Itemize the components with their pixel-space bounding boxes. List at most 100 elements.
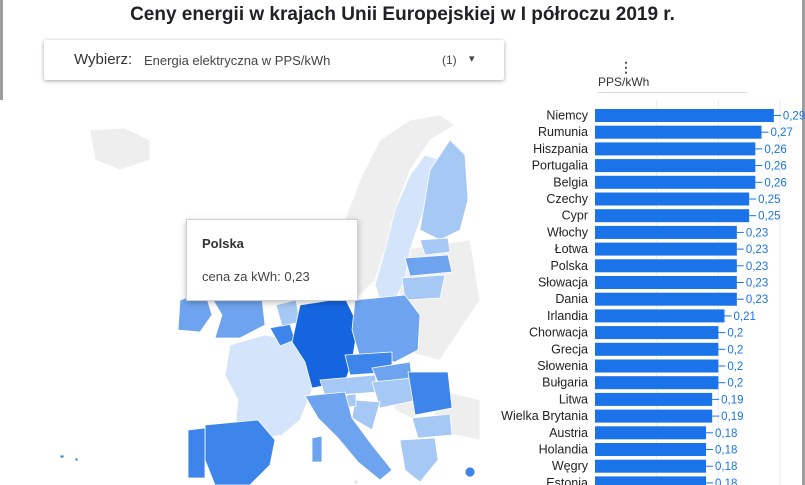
chart-bar[interactable] [595,209,750,223]
map-country-poland [351,294,421,363]
chart-category-label: Cypr [562,209,588,223]
chart-category-label: Austria [549,426,588,440]
chart-value-label: 0,23 [746,227,768,239]
dropdown-label: Wybierz: [74,51,133,68]
chart-value-label: 0,23 [746,244,768,256]
chart-value-label: 0,18 [715,428,737,440]
chart-value-label: 0,26 [764,177,786,189]
chart-category-label: Chorwacja [529,326,588,340]
chart-category-label: Estonia [546,476,588,485]
map-country-lithuania [401,274,446,301]
dropdown-selected-value: Energia elektryczna w PPS/kWh [144,53,331,68]
chart-value-label: 0,26 [764,161,786,173]
window-edge-right [802,0,805,485]
chart-bar[interactable] [595,476,706,485]
chart-value-label: 0,2 [727,378,743,390]
chart-bar[interactable] [595,159,756,173]
chart-category-label: Polska [550,259,588,273]
chart-category-label: Łotwa [555,242,588,256]
dropdown-selected-count: (1) [442,53,457,67]
chart-bar[interactable] [595,326,719,340]
map-country-spain [204,419,276,485]
chart-category-label: Czechy [546,192,588,206]
map-country-italy-sardinia [311,435,323,463]
chart-value-label: 0,19 [721,394,743,406]
chart-value-label: 0,2 [727,328,743,340]
map-country-finland [419,139,469,241]
chart-category-label: Belgia [553,175,588,189]
more-options-icon[interactable]: ⋮ [619,59,633,75]
bar-chart: Niemcy 0,29 Rumunia 0,27 Hiszpania 0,26 Portug… [501,100,805,485]
chart-value-label: 0,26 [764,144,786,156]
chart-category-label: Irlandia [547,309,588,323]
chart-value-label: 0,27 [771,127,793,139]
chart-bars: Niemcy 0,29 Rumunia 0,27 Hiszpania 0,26 Portug… [501,109,805,485]
chart-bar[interactable] [595,142,756,156]
page-title: Ceny energii w krajach Unii Europejskiej… [130,4,675,25]
chart-bar[interactable] [595,376,719,390]
chart-bar[interactable] [595,309,725,323]
chart-value-label: 0,18 [715,461,737,473]
chart-bar[interactable] [595,443,706,456]
chart-bar[interactable] [595,426,706,440]
chart-unit-label: PPS/kWh [598,75,650,89]
map-country-croatia [351,399,381,431]
map-region-azores [74,457,79,462]
chart-category-label: Dania [555,292,588,306]
map-country-portugal [187,427,206,479]
map-country-romania [407,371,453,416]
chart-category-label: Bułgaria [542,376,588,390]
chart-bar[interactable] [595,225,737,239]
chart-category-label: Rumunia [538,125,588,139]
map-country-greece [399,437,439,483]
map-country-italy [304,391,393,481]
chart-category-label: Słowacja [538,276,588,290]
chart-category-label: Portugalia [532,159,588,173]
chart-category-label: Niemcy [546,109,588,123]
chart-bar[interactable] [595,359,719,373]
chart-bar[interactable] [595,459,706,473]
chart-category-label: Włochy [547,225,589,239]
chart-value-label: 0,23 [746,294,768,306]
chart-bar[interactable] [595,109,774,122]
map-tooltip: Polska cena za kWh: 0,23 [186,219,358,301]
map-country-malta [353,479,359,485]
chart-bar[interactable] [595,276,737,289]
chart-value-label: 0,25 [758,194,780,206]
map-country-cyprus [464,466,476,478]
chart-value-label: 0,18 [715,445,737,457]
tooltip-price-text: cena za kWh: 0,23 [202,269,310,284]
chart-category-label: Słowenia [537,359,588,373]
tooltip-country-name: Polska [202,236,244,251]
chart-bar[interactable] [595,175,756,189]
map-country-latvia [404,254,453,277]
chart-bar[interactable] [595,192,750,206]
chart-bar[interactable] [595,259,737,273]
chart-category-label: Litwa [559,392,588,406]
chart-value-label: 0,23 [746,278,768,290]
chart-value-label: 0,18 [715,478,737,485]
energy-type-dropdown[interactable]: Wybierz: Energia elektryczna w PPS/kWh (… [44,40,504,80]
chart-value-label: 0,19 [721,411,743,423]
chart-category-label: Grecja [551,342,588,356]
chart-bar[interactable] [595,342,719,356]
chart-value-label: 0,23 [746,261,768,273]
chart-bar[interactable] [595,409,713,423]
map-country-bulgaria [411,413,453,439]
chart-bar[interactable] [595,242,737,256]
chart-value-label: 0,2 [727,361,743,373]
chart-category-label: Holandia [539,443,588,457]
chart-value-label: 0,21 [734,311,756,323]
map-region-azores [59,454,65,459]
chart-value-label: 0,25 [758,211,780,223]
chart-category-label: Hiszpania [533,142,588,156]
caret-down-icon[interactable]: ▾ [469,53,475,65]
chart-bar[interactable] [595,125,762,139]
chart-bar[interactable] [595,392,713,406]
map-country-estonia [419,237,451,256]
chart-value-label: 0,2 [727,344,743,356]
chart-category-label: Węgry [552,459,589,473]
chart-value-label: 0,29 [783,111,805,123]
chart-header-divider [598,92,748,93]
chart-bar[interactable] [595,292,737,306]
